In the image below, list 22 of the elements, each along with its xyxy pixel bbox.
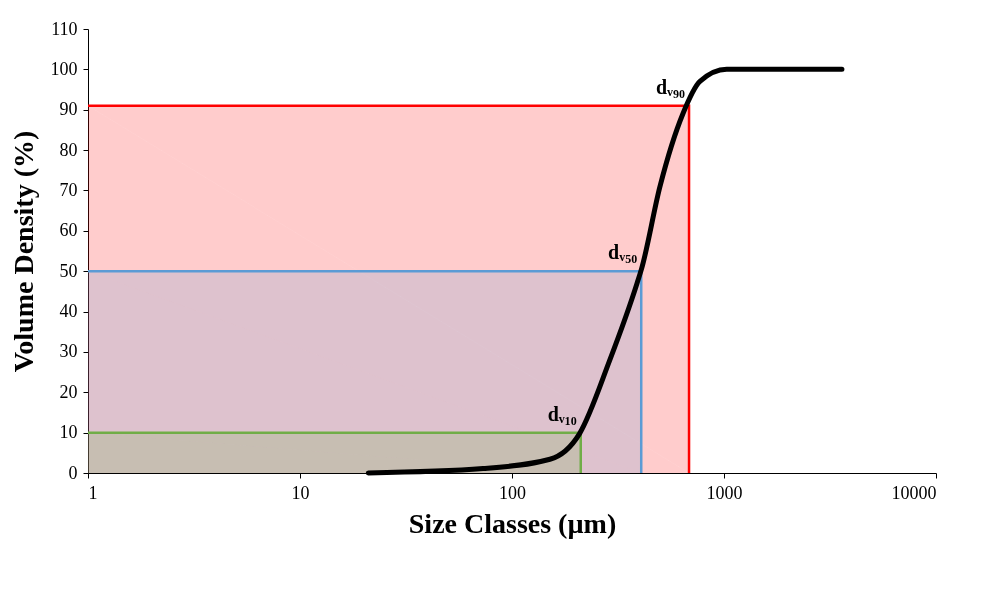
annotation: dᵥ₁₀: [547, 402, 577, 425]
x-tick-label: 10000: [891, 482, 937, 503]
y-axis-title: Volume Density (%): [7, 130, 39, 373]
x-tick-label: 100: [499, 482, 526, 503]
y-tick-label: 20: [59, 381, 78, 402]
y-tick-label: 50: [59, 260, 78, 281]
annotation: dᵥ₅₀: [608, 241, 638, 264]
y-tick-label: 10: [59, 422, 78, 443]
x-tick-label: 1: [88, 482, 98, 503]
y-tick-label: 40: [59, 301, 78, 322]
y-tick-label: 80: [59, 139, 78, 160]
x-tick-label: 1000: [706, 482, 743, 503]
y-tick-label: 90: [59, 99, 78, 120]
x-tick-label: 10: [291, 482, 310, 503]
y-tick-label: 70: [59, 179, 78, 200]
annotation: dᵥ₉₀: [655, 75, 686, 98]
x-axis-title: Size Classes (µm): [408, 507, 617, 539]
y-tick-label: 110: [51, 18, 78, 39]
y-tick-label: 60: [59, 220, 78, 241]
y-tick-label: 0: [68, 462, 78, 483]
y-tick-label: 30: [59, 341, 78, 362]
y-tick-label: 100: [50, 58, 78, 79]
